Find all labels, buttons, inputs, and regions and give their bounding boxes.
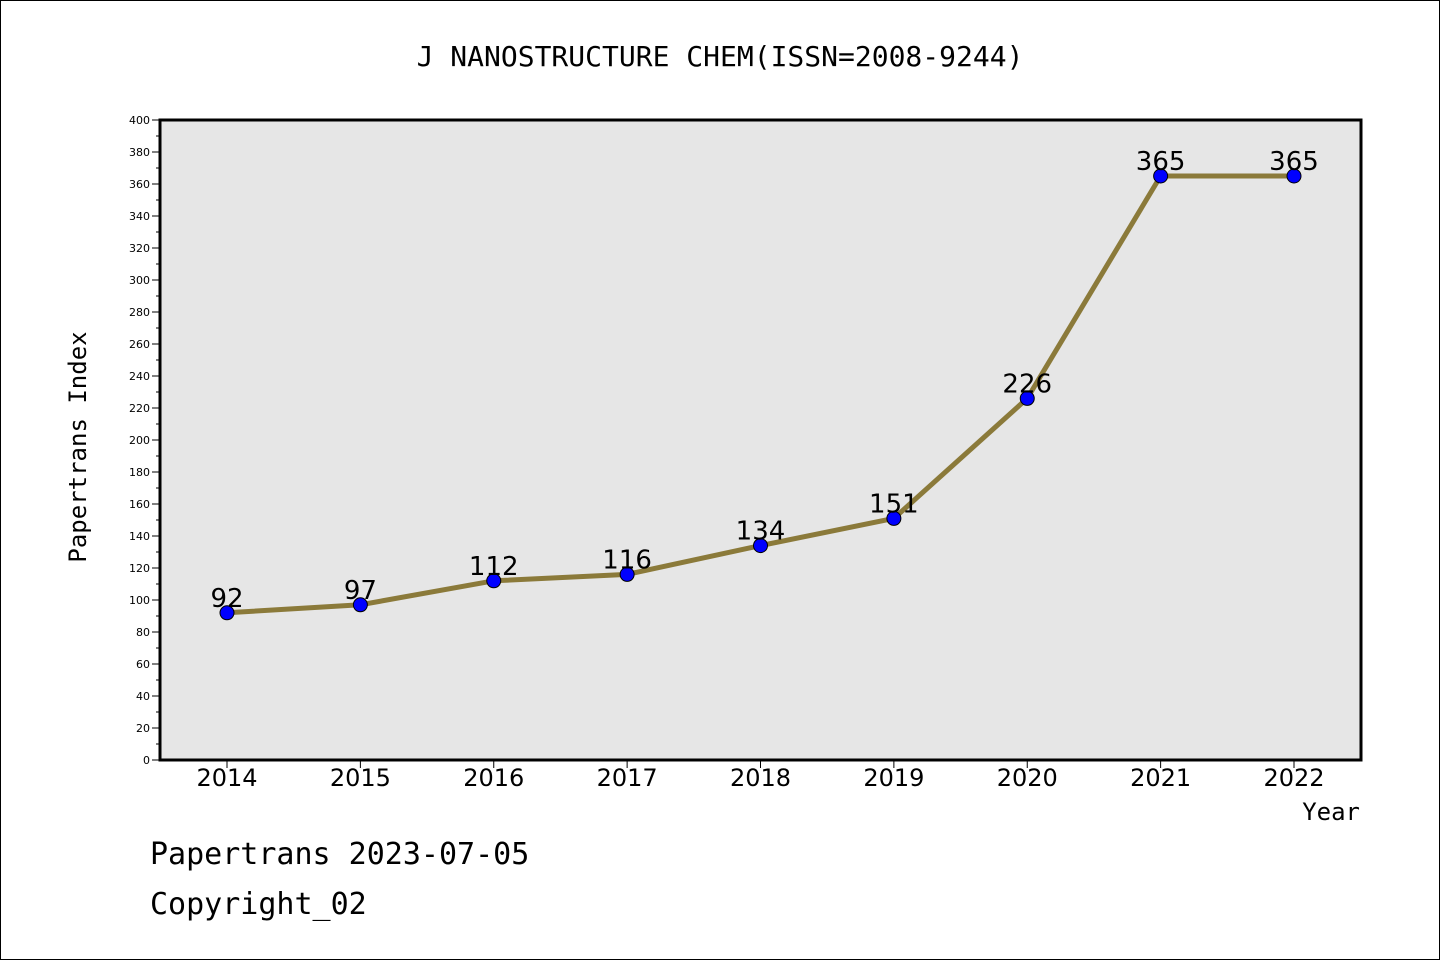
data-point	[886, 510, 902, 526]
chart-title: J NANOSTRUCTURE CHEM(ISSN=2008-9244)	[417, 40, 1024, 73]
data-label: 97	[344, 576, 377, 606]
data-point	[219, 605, 235, 621]
y-tick-label: 120	[129, 562, 150, 575]
footer-copyright: Copyright_02	[150, 887, 367, 922]
x-axis: 2014 2015 2016 2017 2018 2019 2020 2021 2022	[196, 760, 1325, 792]
y-tick-label: 0	[143, 754, 150, 767]
footer-source: Papertrans 2023-07-05	[150, 837, 529, 872]
y-tick-label: 380	[129, 146, 150, 159]
x-tick-label: 2022	[1263, 764, 1324, 792]
y-tick-label: 220	[129, 402, 150, 415]
data-labels-group: 92 97 112 116 134 151 226 365 365	[210, 147, 1318, 614]
data-label: 112	[469, 552, 519, 582]
data-point	[1286, 168, 1302, 184]
x-tick-label: 2021	[1130, 764, 1191, 792]
x-tick-label: 2017	[597, 764, 658, 792]
data-label: 365	[1269, 147, 1319, 177]
y-tick-label: 260	[129, 338, 150, 351]
data-point	[1019, 390, 1035, 406]
x-tick-label: 2014	[196, 764, 257, 792]
y-tick-label: 140	[129, 530, 150, 543]
data-label: 134	[736, 517, 786, 547]
data-point	[352, 597, 368, 613]
x-tick-label: 2019	[863, 764, 924, 792]
data-point	[753, 538, 768, 554]
y-tick-label: 300	[129, 274, 150, 287]
y-tick-label: 40	[136, 690, 150, 703]
y-tick-label: 180	[129, 466, 150, 479]
data-point	[486, 573, 502, 589]
y-tick-label: 200	[129, 434, 150, 447]
series-group	[219, 168, 1302, 621]
data-label: 116	[602, 545, 652, 575]
x-tick-label: 2015	[330, 764, 391, 792]
x-axis-label: Year	[1302, 798, 1360, 826]
y-axis: 0 20 40 60 80 100 120 140 160 180 200 220 240 260 280 3…	[129, 114, 160, 767]
y-tick-label: 340	[129, 210, 150, 223]
data-label: 151	[869, 489, 919, 519]
y-tick-label: 80	[136, 626, 150, 639]
y-tick-label: 240	[129, 370, 150, 383]
y-axis-label: Papertrans Index	[64, 331, 92, 562]
x-tick-label: 2016	[463, 764, 524, 792]
data-point	[619, 566, 635, 582]
data-point	[1153, 168, 1169, 184]
y-tick-label: 320	[129, 242, 150, 255]
data-label: 92	[210, 584, 243, 614]
plot-area	[158, 118, 1363, 762]
data-label: 226	[1002, 369, 1052, 399]
y-tick-label: 280	[129, 306, 150, 319]
data-label: 365	[1136, 147, 1186, 177]
y-tick-label: 160	[129, 498, 150, 511]
y-tick-label: 400	[129, 114, 150, 127]
y-tick-label: 60	[136, 658, 150, 671]
x-tick-label: 2020	[997, 764, 1058, 792]
y-tick-label: 100	[129, 594, 150, 607]
y-tick-label: 360	[129, 178, 150, 191]
x-tick-label: 2018	[730, 764, 791, 792]
y-tick-label: 20	[136, 722, 150, 735]
